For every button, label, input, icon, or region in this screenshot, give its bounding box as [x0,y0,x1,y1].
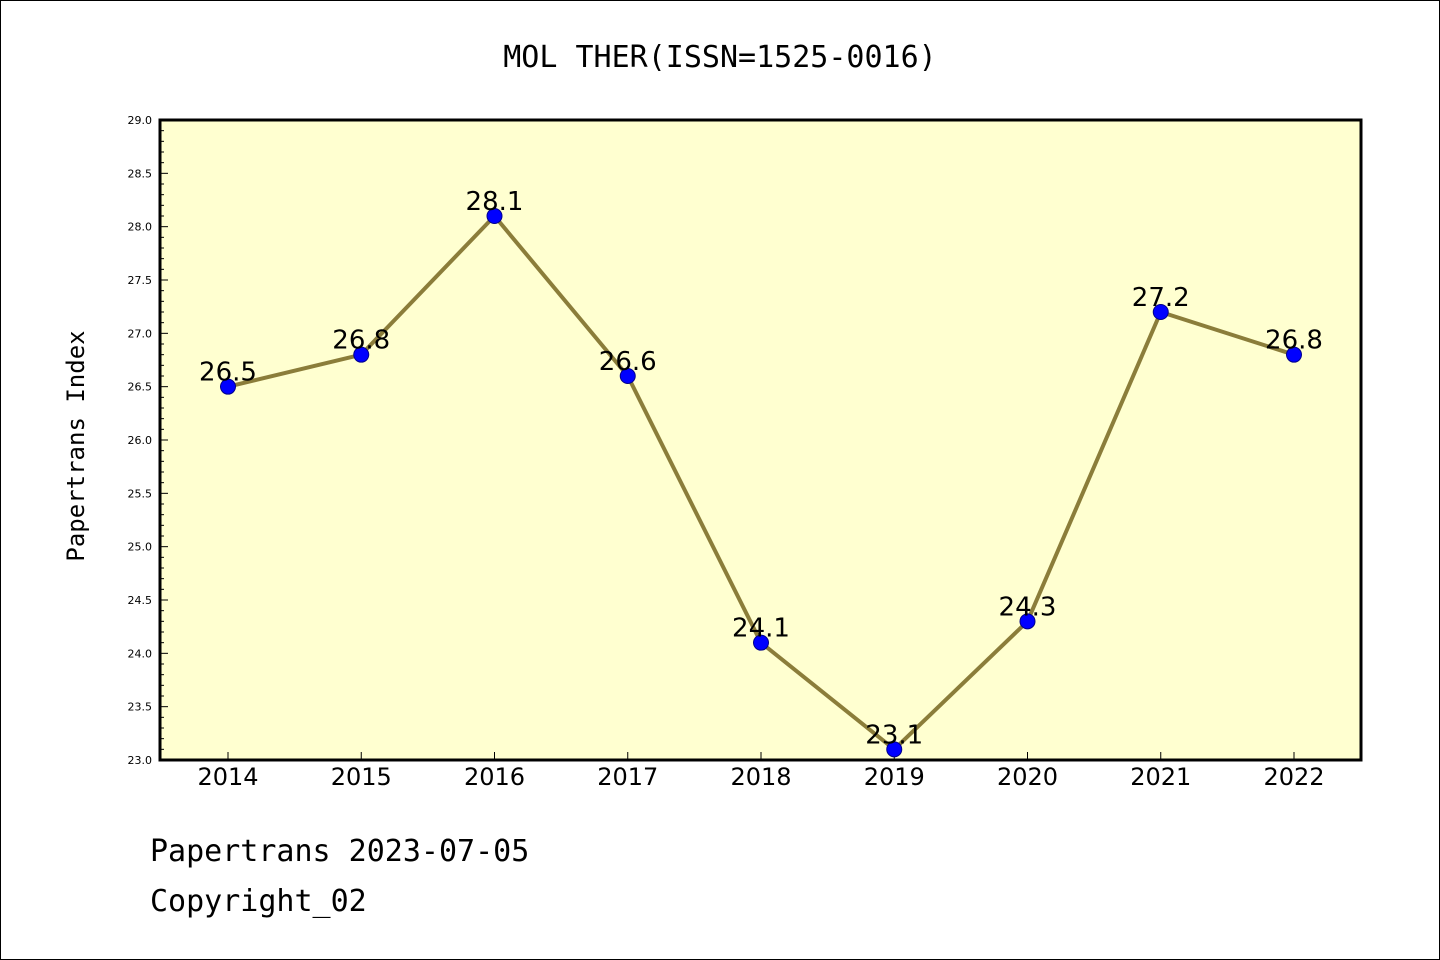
data-label: 24.1 [732,614,790,644]
data-label: 26.5 [199,358,257,388]
data-point [619,368,636,384]
x-tick-label: 2017 [597,763,658,791]
x-tick-label: 2015 [331,763,392,791]
data-label: 26.8 [332,326,390,356]
data-point [753,634,769,651]
x-tick-label: 2021 [1130,763,1191,791]
y-tick-label: 29.0 [128,114,153,127]
data-label: 24.3 [999,592,1057,622]
data-point [1019,613,1036,630]
data-label: 27.2 [1132,283,1190,313]
x-tick-label: 2020 [997,763,1058,791]
data-point [486,208,503,224]
y-tick-label: 25.0 [128,541,153,554]
footer-copyright: Copyright_02 [150,884,367,919]
y-tick-label: 26.5 [128,381,153,394]
x-tick-label: 2016 [464,763,525,791]
y-tick-label: 26.0 [128,434,153,447]
chart-title: MOL THER(ISSN=1525-0016) [503,40,936,75]
plot-border [158,118,1363,762]
x-tick-label: 2019 [864,763,925,791]
data-label: 28.1 [466,187,524,217]
data-label: 23.1 [865,720,923,750]
data-point [220,378,236,395]
data-point [1286,346,1302,363]
y-tick-label: 27.5 [128,274,153,287]
data-point [353,346,370,363]
data-point [1152,304,1169,320]
data-point [886,741,903,758]
data-label: 26.6 [599,347,657,377]
y-tick-label: 25.5 [128,487,153,500]
y-tick-label: 23.0 [128,754,153,767]
plot-area [160,120,1361,760]
x-tick-label: 2014 [197,763,258,791]
data-label: 26.8 [1265,326,1323,356]
y-tick-label: 23.5 [128,701,153,714]
x-tick-label: 2018 [730,763,791,791]
x-tick-label: 2022 [1263,763,1324,791]
y-tick-label: 27.0 [128,327,153,340]
footer-date: Papertrans 2023-07-05 [150,834,530,869]
y-tick-label: 28.5 [128,167,153,180]
y-tick-label: 28.0 [128,221,153,234]
y-tick-label: 24.5 [128,594,153,607]
y-tick-label: 24.0 [128,647,153,660]
y-axis-label: Papertrans Index [62,330,90,561]
